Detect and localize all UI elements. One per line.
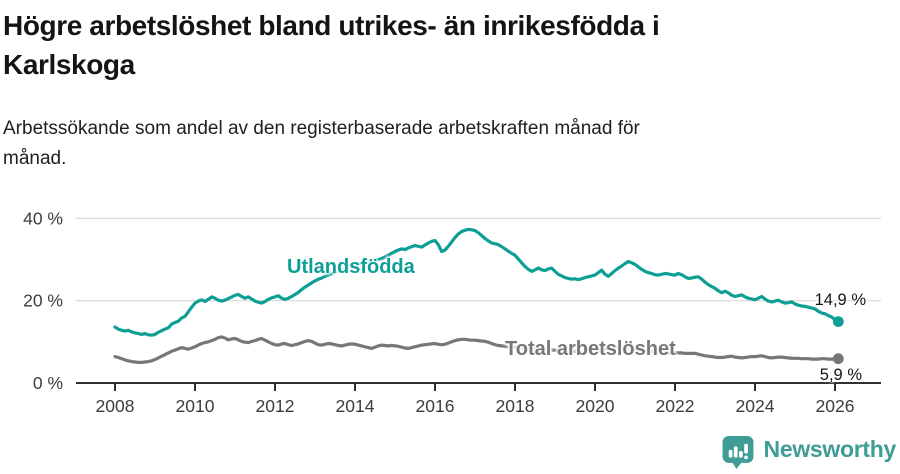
- x-tick-label-2012: 2012: [256, 396, 295, 416]
- x-tick-label-2008: 2008: [96, 396, 135, 416]
- series-label-total-arbetsloshet: Total arbetslöshet: [505, 338, 676, 360]
- series-label-utlandsfodda: Utlandsfödda: [287, 256, 415, 278]
- y-tick-label-20: 20 %: [23, 291, 63, 311]
- x-tick-label-2018: 2018: [496, 396, 535, 416]
- series-line-0: [113, 227, 840, 337]
- x-tick-label-2016: 2016: [416, 396, 455, 416]
- x-tick-label-2010: 2010: [176, 396, 215, 416]
- y-tick-label-0: 0 %: [33, 373, 63, 393]
- series-end-dot-1: [832, 353, 844, 365]
- chart-subtitle: Arbetssökande som andel av den registerb…: [3, 114, 883, 174]
- x-tick-label-2020: 2020: [576, 396, 615, 416]
- newsworthy-brand-text: Newsworthy: [763, 436, 897, 462]
- chart-title-line1: Högre arbetslöshet bland utrikes- än inr…: [3, 10, 660, 41]
- series-line-1: [113, 335, 840, 364]
- x-tick-label-2024: 2024: [736, 396, 775, 416]
- x-tick-label-2026: 2026: [816, 396, 855, 416]
- chart-title: Högre arbetslöshet bland utrikes- än inr…: [3, 6, 883, 84]
- x-tick-label-2022: 2022: [656, 396, 695, 416]
- chart-subtitle-line1: Arbetssökande som andel av den registerb…: [3, 118, 640, 139]
- end-value-label-total: 5,9 %: [819, 366, 862, 384]
- x-tick-label-2014: 2014: [336, 396, 375, 416]
- end-value-label-utlandsfodda: 14,9 %: [814, 291, 866, 309]
- chart-title-line2: Karlskoga: [3, 49, 135, 80]
- y-tick-label-40: 40 %: [23, 208, 63, 228]
- chart-subtitle-line2: månad.: [3, 148, 67, 169]
- series-end-dot-0: [832, 316, 844, 327]
- newsworthy-chart-bubble-icon: [722, 436, 753, 469]
- newsworthy-logo: Newsworthy: [721, 436, 896, 469]
